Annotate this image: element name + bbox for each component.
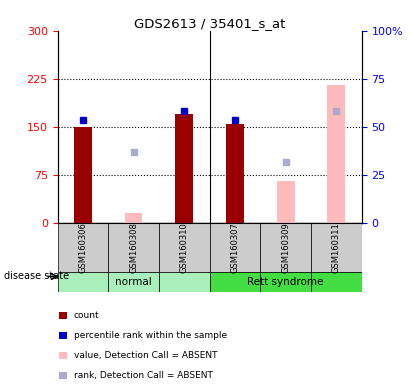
Bar xyxy=(260,273,311,292)
Bar xyxy=(58,223,108,273)
Text: count: count xyxy=(74,311,99,320)
Bar xyxy=(226,124,244,223)
Bar xyxy=(159,223,210,273)
Bar xyxy=(277,181,295,223)
Text: GSM160310: GSM160310 xyxy=(180,222,189,273)
Bar xyxy=(311,223,362,273)
Bar xyxy=(59,352,67,359)
Bar xyxy=(59,372,67,379)
Text: GSM160307: GSM160307 xyxy=(231,222,240,273)
Bar xyxy=(260,223,311,273)
Bar xyxy=(159,273,210,292)
Title: GDS2613 / 35401_s_at: GDS2613 / 35401_s_at xyxy=(134,17,285,30)
Bar xyxy=(210,223,260,273)
Bar xyxy=(74,127,92,223)
Bar xyxy=(59,312,67,319)
Text: disease state: disease state xyxy=(4,271,69,281)
Text: GSM160311: GSM160311 xyxy=(332,222,341,273)
Text: GSM160309: GSM160309 xyxy=(281,222,290,273)
Text: percentile rank within the sample: percentile rank within the sample xyxy=(74,331,227,340)
Bar xyxy=(125,213,143,223)
Bar xyxy=(328,85,345,223)
Text: GSM160308: GSM160308 xyxy=(129,222,138,273)
Bar xyxy=(108,223,159,273)
Text: Rett syndrome: Rett syndrome xyxy=(247,277,324,287)
Bar xyxy=(59,332,67,339)
Bar xyxy=(210,273,260,292)
Text: normal: normal xyxy=(115,277,152,287)
Bar xyxy=(58,273,108,292)
Bar xyxy=(311,273,362,292)
Text: GSM160306: GSM160306 xyxy=(79,222,88,273)
Bar xyxy=(175,114,193,223)
Bar xyxy=(108,273,159,292)
Text: value, Detection Call = ABSENT: value, Detection Call = ABSENT xyxy=(74,351,217,360)
Text: rank, Detection Call = ABSENT: rank, Detection Call = ABSENT xyxy=(74,371,213,380)
